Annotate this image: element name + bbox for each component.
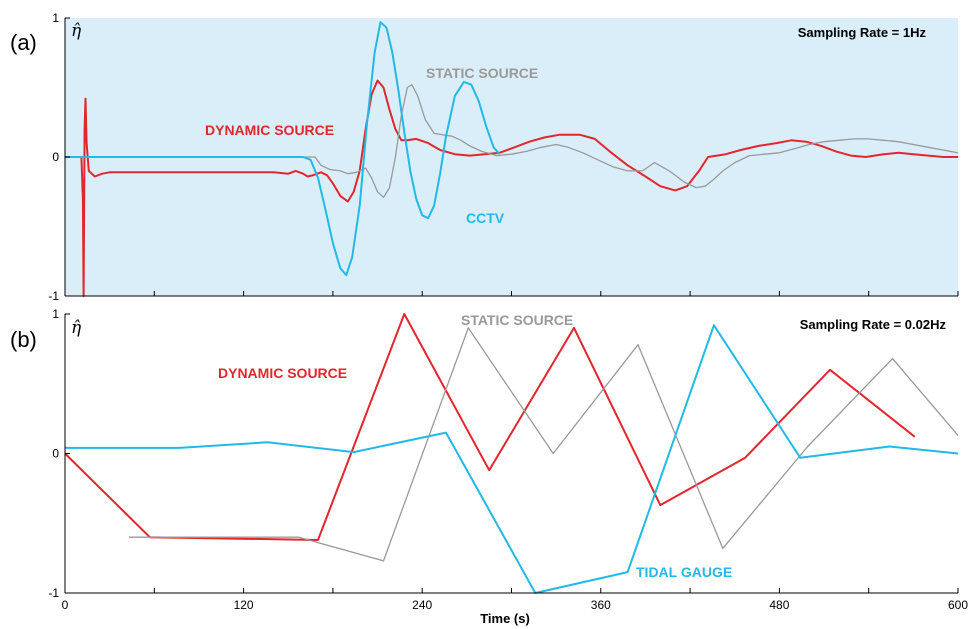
panel-b-sampling-rate: Sampling Rate = 0.02Hz	[800, 317, 947, 332]
panel-a-sampling-rate: Sampling Rate = 1Hz	[798, 25, 927, 40]
panel-b-static-source-label: STATIC SOURCE	[461, 312, 573, 328]
panel-b: 1 0 -1 (b) η̂ Sampling Rate = 0.02Hz DYNAM…	[10, 307, 959, 600]
panel-b-series	[64, 313, 959, 594]
panel-b-tidal-gauge-label: TIDAL GAUGE	[636, 564, 732, 580]
panel-a-ylabel: η̂	[71, 21, 82, 41]
panel-a-series	[65, 21, 959, 297]
x-axis: 0 120 240 360 480 600	[62, 598, 969, 612]
panel-a-line-cctv	[65, 21, 501, 277]
panel-a-dynamic-source-label: DYNAMIC SOURCE	[205, 122, 334, 138]
x-tick-label: 0	[62, 598, 69, 612]
x-tick-label: 480	[769, 598, 789, 612]
panel-b-line-static-source	[129, 327, 959, 562]
panel-b-ylabel: η̂	[71, 318, 82, 338]
panel-a-axes: 1 0 -1	[48, 11, 959, 303]
x-tick-label: 120	[234, 598, 254, 612]
panel-a-y-tick-label: 1	[52, 11, 59, 25]
panel-b-line-tidal-gauge	[65, 324, 959, 594]
panel-b-label: (b)	[10, 327, 37, 352]
panel-b-axes: 1 0 -1	[48, 307, 959, 600]
panel-b-line-dynamic-source	[64, 313, 916, 541]
x-tick-label: 600	[948, 598, 968, 612]
x-tick-label: 240	[412, 598, 432, 612]
panel-a-line-static-source	[65, 84, 959, 198]
panel-a-y-tick-label: 0	[52, 150, 59, 164]
x-tick-label: 360	[591, 598, 611, 612]
panel-a: 1 0 -1 (a) η̂ Sampling Rate = 1Hz DYNAMIC …	[10, 11, 959, 303]
panel-a-cctv-label: CCTV	[466, 210, 505, 226]
panel-b-dynamic-source-label: DYNAMIC SOURCE	[218, 365, 347, 381]
panel-b-y-tick-label: 0	[52, 447, 59, 461]
panel-b-y-tick-label: -1	[48, 586, 59, 600]
x-axis-label: Time (s)	[480, 611, 530, 626]
panel-a-static-source-label: STATIC SOURCE	[426, 65, 538, 81]
panel-b-y-tick-label: 1	[52, 307, 59, 321]
panel-a-label: (a)	[10, 30, 37, 55]
panel-a-line-dynamic-source	[65, 79, 958, 297]
panel-a-y-tick-label: -1	[48, 289, 59, 303]
